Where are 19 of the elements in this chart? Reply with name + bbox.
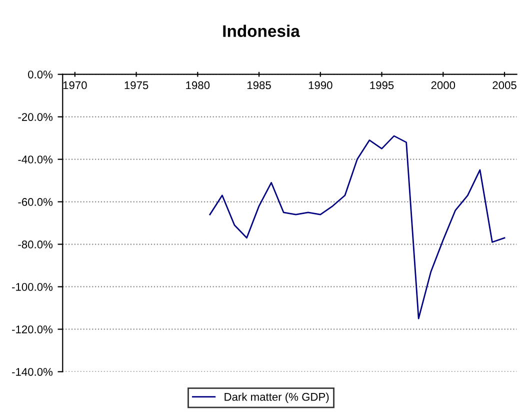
x-tick-label: 2005 (492, 81, 516, 90)
y-tick-label: -120.0% (12, 325, 53, 334)
y-tick-label: -80.0% (18, 240, 53, 248)
y-tick-label: 0.0% (28, 70, 53, 78)
chart-title: Indonesia (223, 24, 300, 38)
y-tick-label: -40.0% (18, 156, 53, 164)
y-tick-label: -100.0% (12, 283, 53, 291)
line-series (209, 135, 506, 320)
x-tick-label: 1990 (308, 81, 332, 90)
x-tick-label: 1975 (124, 81, 148, 90)
x-tick-label: 1980 (186, 81, 210, 90)
y-tick-label: -20.0% (18, 113, 53, 121)
y-tick-label: -60.0% (18, 198, 53, 206)
x-tick-label: 1970 (63, 81, 87, 90)
x-tick-label: 2000 (431, 81, 456, 90)
y-tick-label: -140.0% (12, 368, 53, 376)
x-tick-label: 1995 (370, 81, 394, 90)
legend-label: Dark matter (% GDP) (224, 392, 329, 403)
x-tick-label: 1985 (248, 81, 271, 90)
